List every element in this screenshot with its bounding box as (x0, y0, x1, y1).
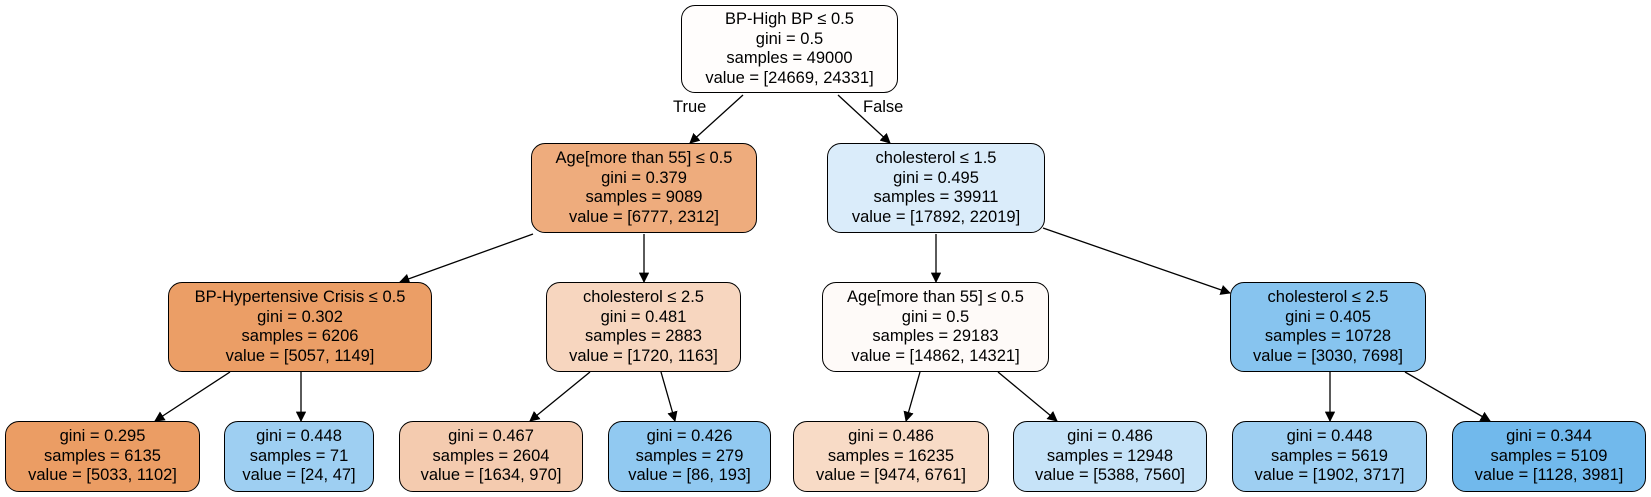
node-gini: gini = 0.495 (893, 168, 979, 187)
node-value: value = [86, 193] (628, 466, 751, 485)
tree-leaf-n8: gini = 0.448 samples = 71 value = [24, 4… (224, 421, 374, 492)
node-value: value = [1902, 3717] (1254, 466, 1405, 485)
tree-leaf-n7: gini = 0.295 samples = 6135 value = [503… (5, 421, 200, 492)
node-gini: gini = 0.5 (901, 307, 970, 326)
node-gini: gini = 0.486 (1067, 427, 1153, 446)
edge-label-true: True (673, 98, 707, 116)
node-gini: gini = 0.467 (448, 427, 534, 446)
node-split: cholesterol ≤ 2.5 (583, 288, 704, 306)
node-samples: samples = 2883 (585, 327, 702, 345)
node-value: value = [1634, 970] (420, 466, 562, 485)
node-samples: samples = 10728 (1264, 327, 1392, 345)
node-gini: gini = 0.302 (257, 307, 343, 326)
edge-n5-n11 (903, 371, 921, 422)
tree-node-n4: cholesterol ≤ 2.5 gini = 0.481 samples =… (546, 282, 741, 372)
node-value: value = [5388, 7560] (1035, 466, 1185, 485)
tree-node-n1: Age[more than 55] ≤ 0.5 gini = 0.379 sam… (531, 143, 757, 233)
tree-node-root: BP-High BP ≤ 0.5 gini = 0.5 samples = 49… (681, 5, 898, 93)
tree-leaf-n12: gini = 0.486 samples = 12948 value = [53… (1013, 421, 1207, 492)
node-gini: gini = 0.426 (646, 427, 733, 446)
node-samples: samples = 71 (249, 446, 349, 465)
tree-leaf-n14: gini = 0.344 samples = 5109 value = [112… (1452, 421, 1646, 492)
tree-node-n3: BP-Hypertensive Crisis ≤ 0.5 gini = 0.30… (168, 282, 432, 372)
node-value: value = [17892, 22019] (851, 207, 1021, 226)
node-split: cholesterol ≤ 1.5 (875, 149, 997, 167)
node-samples: samples = 49000 (726, 49, 853, 67)
node-samples: samples = 2604 (432, 446, 550, 465)
tree-node-n6: cholesterol ≤ 2.5 gini = 0.405 samples =… (1230, 282, 1426, 372)
node-value: value = [24, 47] (242, 466, 356, 485)
node-gini: gini = 0.448 (256, 427, 342, 446)
node-samples: samples = 12948 (1046, 446, 1174, 465)
node-value: value = [3030, 7698] (1253, 346, 1403, 365)
edge-n6-n14 (1404, 371, 1491, 422)
node-samples: samples = 29183 (872, 327, 999, 345)
node-value: value = [1128, 3981] (1474, 466, 1624, 485)
tree-node-n2: cholesterol ≤ 1.5 gini = 0.495 samples =… (827, 143, 1045, 233)
node-value: value = [5033, 1102] (28, 466, 177, 485)
node-value: value = [5057, 1149] (225, 346, 375, 365)
edge-n1-n3 (399, 233, 534, 284)
tree-leaf-n10: gini = 0.426 samples = 279 value = [86, … (608, 421, 771, 492)
node-gini: gini = 0.448 (1286, 427, 1373, 446)
node-value: value = [14862, 14321] (851, 346, 1020, 365)
edge-n5-n12 (997, 371, 1058, 422)
tree-node-n5: Age[more than 55] ≤ 0.5 gini = 0.5 sampl… (822, 282, 1049, 372)
node-samples: samples = 5619 (1271, 446, 1388, 465)
node-samples: samples = 9089 (585, 188, 703, 206)
node-samples: samples = 16235 (827, 446, 955, 465)
node-samples: samples = 39911 (873, 188, 999, 206)
edge-n4-n9 (529, 371, 591, 422)
tree-leaf-n13: gini = 0.448 samples = 5619 value = [190… (1232, 421, 1427, 492)
node-gini: gini = 0.344 (1506, 427, 1592, 446)
node-gini: gini = 0.379 (601, 168, 687, 187)
edge-n4-n10 (660, 371, 678, 422)
node-gini: gini = 0.486 (848, 427, 934, 446)
node-split: Age[more than 55] ≤ 0.5 (555, 149, 733, 167)
edge-label-false: False (863, 98, 904, 116)
node-gini: gini = 0.405 (1285, 307, 1371, 326)
node-samples: samples = 5109 (1490, 446, 1608, 465)
node-value: value = [24669, 24331] (705, 68, 874, 87)
node-gini: gini = 0.481 (600, 307, 687, 326)
edge-n2-n6 (1042, 227, 1231, 295)
edge-n3-n7 (154, 371, 231, 422)
node-gini: gini = 0.295 (59, 427, 146, 446)
edge-n0-n2 (837, 94, 891, 144)
node-split: Age[more than 55] ≤ 0.5 (847, 288, 1024, 306)
node-split: BP-High BP ≤ 0.5 (725, 10, 854, 28)
node-split: BP-Hypertensive Crisis ≤ 0.5 (194, 288, 406, 306)
node-gini: gini = 0.5 (755, 29, 824, 48)
node-samples: samples = 279 (635, 446, 744, 465)
node-split: cholesterol ≤ 2.5 (1267, 288, 1389, 306)
node-samples: samples = 6206 (241, 327, 359, 345)
node-value: value = [6777, 2312] (569, 207, 719, 226)
node-value: value = [9474, 6761] (816, 466, 966, 485)
tree-leaf-n11: gini = 0.486 samples = 16235 value = [94… (793, 421, 989, 492)
node-value: value = [1720, 1163] (569, 346, 718, 365)
tree-leaf-n9: gini = 0.467 samples = 2604 value = [163… (399, 421, 583, 492)
node-samples: samples = 6135 (44, 446, 161, 465)
edge-n0-n1 (689, 94, 744, 144)
